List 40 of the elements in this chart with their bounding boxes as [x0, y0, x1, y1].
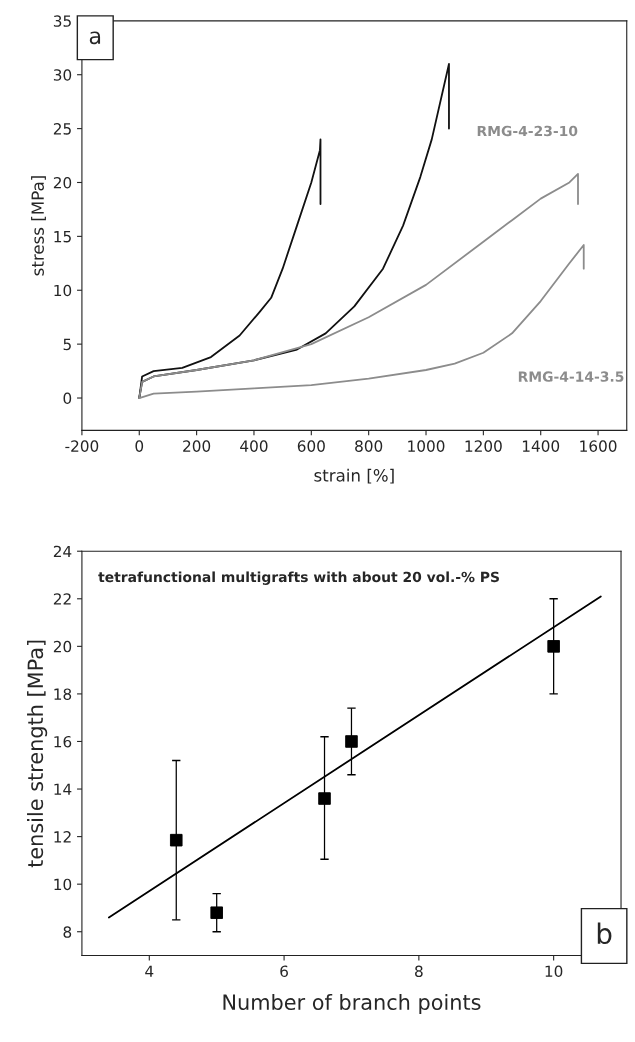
y-tick-label: 20	[53, 640, 72, 653]
x-tick-label: 1200	[465, 440, 502, 452]
x-tick-label: -200	[65, 440, 99, 452]
y-tick-label: 10	[54, 878, 72, 891]
y-tick-label: 18	[54, 688, 72, 700]
y-tick-label: 10	[54, 284, 72, 297]
x-tick-label: 1600	[580, 440, 617, 452]
x-tick-label: 400	[240, 440, 268, 452]
text: RMG-4-14-3.5	[518, 371, 624, 382]
x-tick-label: 6	[280, 965, 288, 978]
x-tick-label: 4	[145, 965, 154, 977]
y-tick-label: 16	[54, 735, 72, 748]
y-tick-label: 35	[53, 15, 71, 27]
x-tick-label: 600	[297, 440, 325, 452]
annotation: b	[597, 922, 612, 945]
x-tick-label: 10	[545, 965, 563, 978]
y-axis-title: stress [MPa]	[31, 176, 46, 276]
y-tick-label: 24	[53, 545, 72, 558]
y-tick-label: 15	[54, 231, 71, 243]
y-tick-label: 30	[53, 69, 72, 81]
x-tick-label: 0	[135, 440, 144, 452]
x-tick-label: 8	[415, 965, 423, 978]
y-tick-label: 20	[53, 176, 72, 189]
y-tick-label: 8	[63, 926, 72, 938]
y-tick-label: 25	[53, 123, 71, 135]
y-tick-label: 5	[63, 338, 71, 351]
x-tick-label: 200	[183, 440, 211, 452]
x-tick-label: 1000	[408, 440, 445, 452]
x-axis-title: Number of branch points	[223, 993, 481, 1015]
x-axis-title: strain [%]	[314, 468, 394, 484]
x-tick-label: 1400	[522, 440, 560, 452]
annotation: tetrafunctional multigrafts with about 20 vol.-% PS	[98, 571, 499, 585]
y-tick-label: 0	[63, 392, 72, 405]
y-tick-label: 22	[53, 593, 71, 605]
x-tick-label: 800	[355, 440, 383, 452]
y-axis-title: tensile strength [MPa]	[27, 640, 48, 868]
text: RMG-4-23-10	[477, 125, 578, 137]
annotation: a	[89, 31, 101, 45]
y-tick-label: 14	[54, 783, 72, 795]
y-tick-label: 12	[54, 831, 71, 843]
